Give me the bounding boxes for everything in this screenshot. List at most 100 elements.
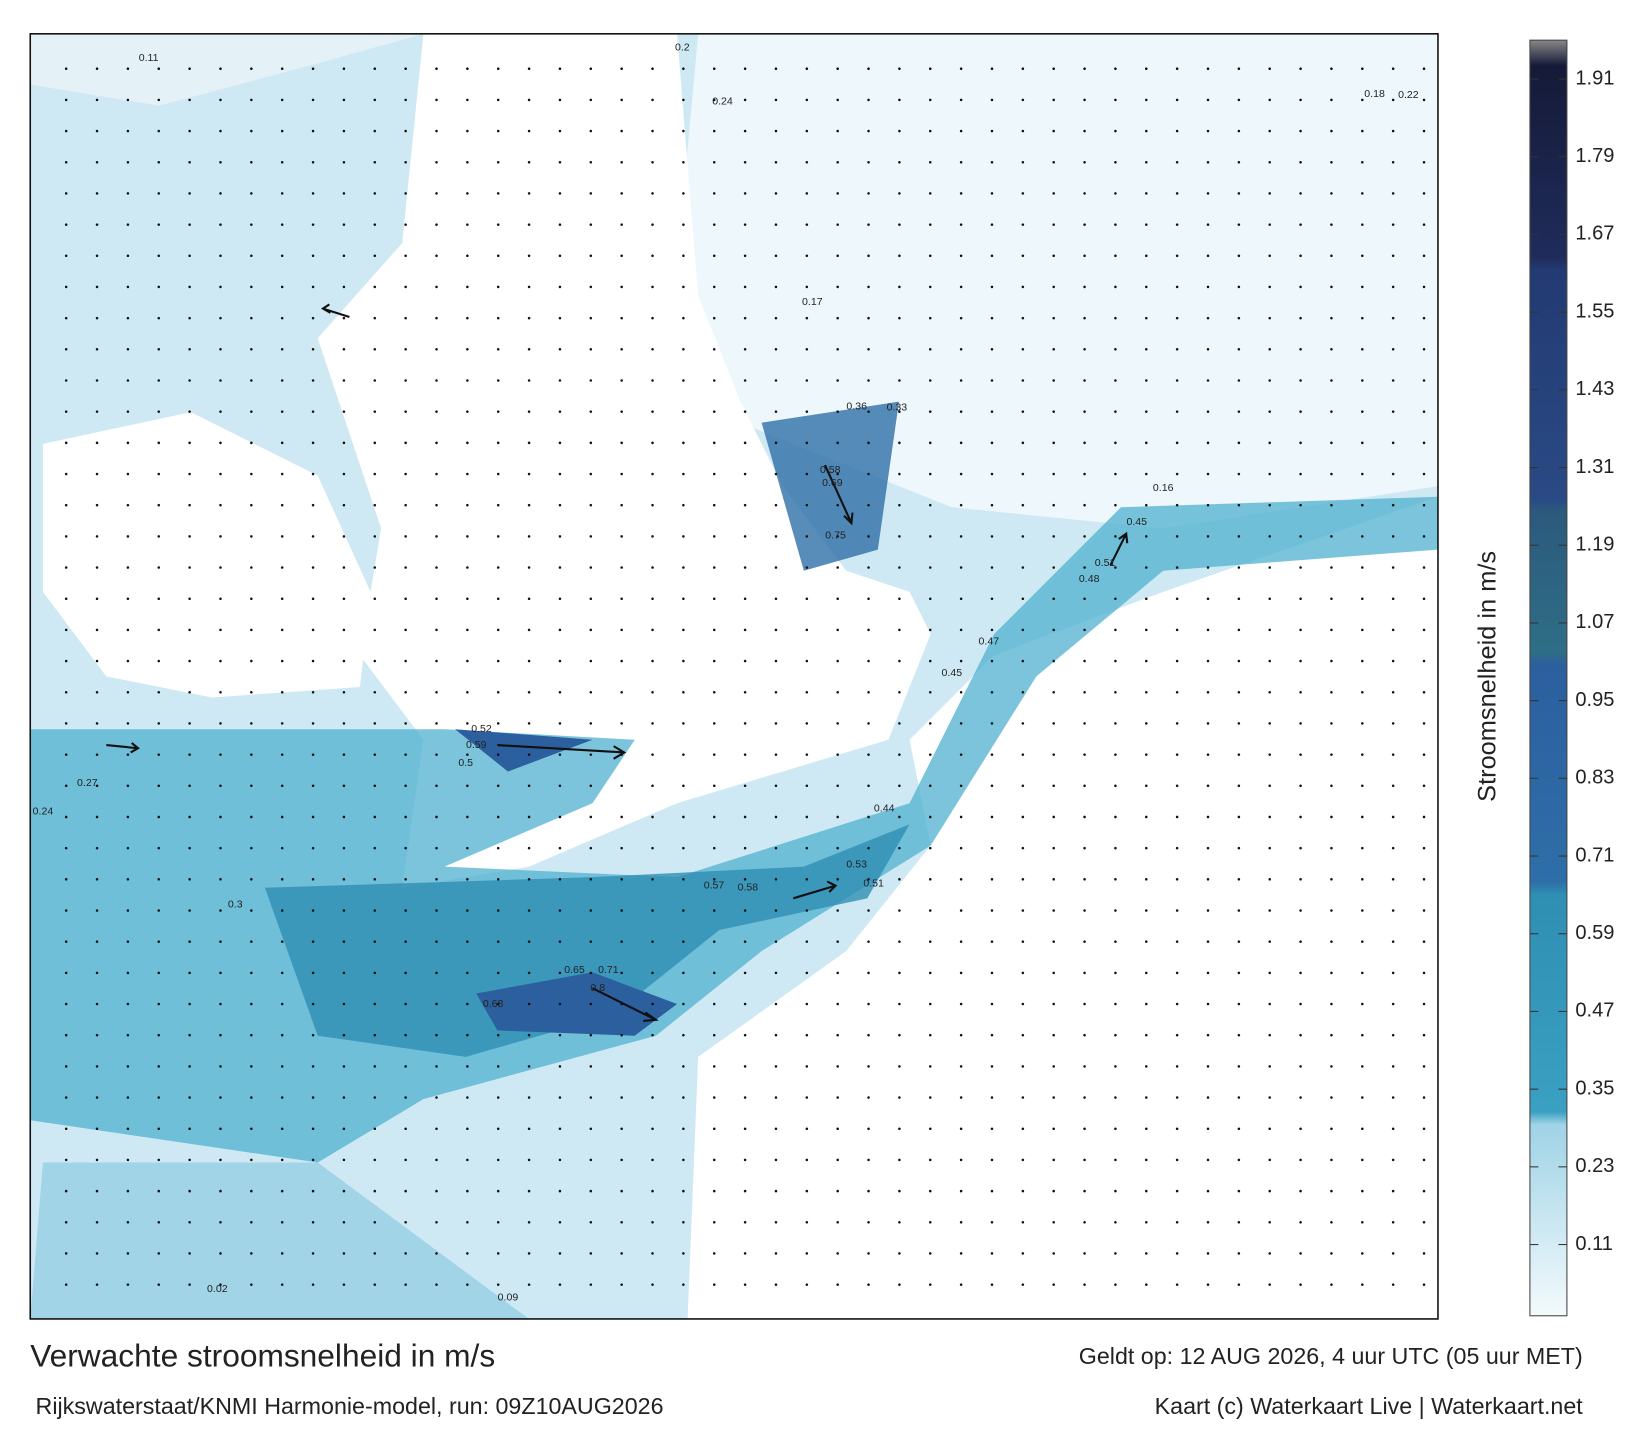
vector-dot [95, 1065, 99, 1068]
speed-labels: 0.750.690.580.590.520.80.710.650.680.50.… [33, 41, 1419, 1303]
vector-dot [219, 971, 222, 975]
vector-dot [1299, 129, 1302, 133]
vector-dot [774, 628, 778, 632]
vector-dot [527, 690, 531, 694]
vector-dot [1361, 129, 1364, 133]
vector-dot [774, 67, 778, 70]
colorbar-tick-label: 0.35 [1575, 1077, 1614, 1099]
vector-dot [651, 535, 654, 538]
vector-dot [589, 722, 593, 725]
vector-dot [466, 1252, 469, 1255]
vector-dot [496, 1283, 500, 1286]
vector-dot [188, 1283, 191, 1286]
vector-dot [373, 1096, 377, 1099]
vector-dot [219, 254, 222, 258]
vector-dot [990, 784, 994, 788]
vector-dot [1175, 940, 1179, 943]
vector-dot [1299, 348, 1302, 351]
vector-dot [1083, 1283, 1086, 1286]
vector-dot [620, 503, 623, 507]
vector-dot [682, 67, 685, 70]
vector-dot [1422, 1065, 1426, 1068]
vector-dot [1268, 348, 1271, 351]
vector-dot [682, 1127, 685, 1130]
vector-dot [1268, 940, 1271, 943]
vector-dot [620, 223, 623, 226]
speed-label: 0.47 [979, 635, 1000, 647]
vector-dot [219, 1283, 222, 1286]
vector-dot [466, 909, 469, 912]
vector-dot [928, 98, 932, 102]
vector-dot [712, 1189, 716, 1193]
vector-dot [898, 410, 901, 413]
vector-dot [64, 1189, 68, 1193]
colorbar-tick-label: 0.83 [1575, 767, 1614, 789]
vector-dot [1021, 1065, 1025, 1068]
vector-dot [558, 1002, 562, 1006]
vector-dot [898, 628, 901, 632]
vector-dot [311, 659, 315, 663]
vector-dot [805, 878, 809, 881]
vector-dot [466, 1033, 469, 1037]
vector-dot [990, 1002, 994, 1006]
vector-dot [64, 1158, 68, 1162]
vector-dot [342, 1065, 346, 1068]
vector-dot [373, 67, 377, 70]
vector-dot [589, 690, 593, 694]
vector-dot [898, 1002, 901, 1006]
vector-dot [157, 1065, 161, 1068]
vector-dot [1206, 722, 1210, 725]
vector-dot [712, 1283, 716, 1286]
vector-dot [836, 722, 839, 725]
vector-dot [1206, 753, 1210, 756]
vector-dot [126, 971, 130, 975]
vector-dot [188, 909, 191, 912]
vector-dot [373, 503, 377, 507]
vector-dot [404, 1158, 407, 1162]
vector-dot [1237, 846, 1241, 850]
vector-dot [1021, 628, 1025, 632]
vector-dot [311, 1158, 315, 1162]
speed-label: 0.57 [704, 879, 725, 891]
vector-dot [126, 67, 130, 70]
vector-dot [404, 98, 407, 102]
vector-dot [466, 160, 469, 164]
vector-dot [188, 98, 191, 102]
vector-dot [342, 316, 346, 320]
vector-dot [898, 285, 901, 289]
vector-dot [1299, 192, 1302, 195]
vector-dot [311, 1033, 315, 1037]
vector-dot [1021, 971, 1025, 975]
vector-dot [558, 940, 562, 943]
vector-dot [990, 1158, 994, 1162]
vector-dot [126, 1002, 130, 1006]
speed-label: 0.59 [466, 739, 487, 751]
vector-dot [743, 1252, 747, 1255]
vector-dot [836, 1220, 839, 1224]
vector-dot [219, 940, 222, 943]
vector-dot [157, 348, 161, 351]
vector-dot [527, 1158, 531, 1162]
vector-dot [219, 285, 222, 289]
vector-dot [435, 441, 438, 445]
sea [30, 1162, 530, 1319]
vector-dot [435, 379, 438, 382]
vector-dot [774, 1002, 778, 1006]
vector-dot [527, 940, 531, 943]
speed-label: 0.17 [802, 296, 823, 308]
vector-dot [1083, 441, 1086, 445]
vector-dot [1114, 535, 1117, 538]
vector-dot [1361, 1220, 1364, 1224]
vector-dot [836, 472, 839, 476]
vector-dot [95, 160, 99, 164]
vector-dot [651, 503, 654, 507]
vector-dot [1175, 285, 1179, 289]
vector-dot [1145, 878, 1148, 881]
vector-dot [250, 472, 253, 476]
vector-dot [95, 909, 99, 912]
vector-dot [126, 348, 130, 351]
vector-dot [805, 223, 809, 226]
vector-dot [682, 410, 685, 413]
vector-dot [558, 348, 562, 351]
vector-dot [1361, 1252, 1364, 1255]
